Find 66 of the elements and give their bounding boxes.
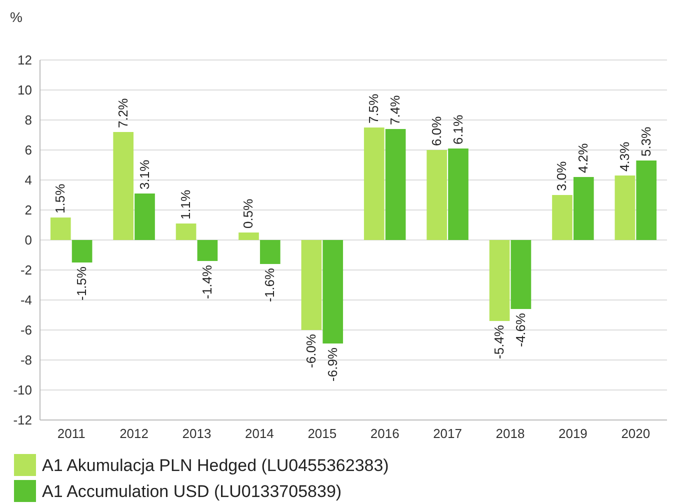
data-label: 3.1% <box>136 159 152 190</box>
x-tick-label: 2012 <box>120 426 149 441</box>
y-tick-label: 0 <box>24 232 32 248</box>
y-tick-label: 10 <box>18 82 32 98</box>
bar <box>426 150 448 240</box>
x-tick-label: 2011 <box>57 426 86 441</box>
legend-label: A1 Akumulacja PLN Hedged (LU0455362383) <box>42 456 389 475</box>
data-label: 6.1% <box>450 114 466 144</box>
bar <box>72 240 92 262</box>
x-tick-label: 2013 <box>182 426 212 441</box>
y-tick-label: -8 <box>20 352 32 368</box>
bar <box>364 128 384 240</box>
data-label: 4.2% <box>576 142 591 173</box>
bar <box>197 240 218 261</box>
data-label: 7.4% <box>388 94 403 125</box>
x-tick-label: 2019 <box>558 426 588 441</box>
data-label: 5.3% <box>638 126 654 156</box>
bar <box>134 194 155 240</box>
bar <box>301 240 322 330</box>
bar <box>614 176 636 240</box>
y-tick-label: -10 <box>13 382 32 398</box>
y-tick-label: 6 <box>24 142 32 158</box>
data-label: 3.0% <box>554 160 570 191</box>
data-label: -1.4% <box>199 264 214 299</box>
bar <box>573 177 594 240</box>
y-tick-label: 2 <box>24 202 32 218</box>
y-tick-label: -6 <box>20 322 32 338</box>
y-tick-label: 8 <box>24 112 32 128</box>
data-label: 4.3% <box>616 141 632 172</box>
bar <box>113 132 134 240</box>
y-axis-title: % <box>10 9 22 25</box>
y-tick-label: 12 <box>18 52 32 68</box>
bar <box>238 232 259 240</box>
y-tick-label: -12 <box>13 412 32 428</box>
bar <box>636 160 657 240</box>
y-tick-label: -4 <box>20 292 32 308</box>
data-label: -4.6% <box>512 312 528 347</box>
bar <box>260 240 280 264</box>
data-label: 7.5% <box>366 93 382 124</box>
bar <box>510 240 532 309</box>
bar <box>385 129 406 240</box>
data-label: 1.1% <box>178 189 194 220</box>
x-tick-label: 2014 <box>244 426 274 441</box>
x-tick-label: 2020 <box>621 426 650 441</box>
x-tick-label: 2016 <box>370 426 400 441</box>
data-label: 0.5% <box>240 198 256 228</box>
data-label: 6.0% <box>428 116 444 146</box>
data-label: -5.4% <box>492 324 507 359</box>
data-label: -6.0% <box>303 334 318 368</box>
bar <box>50 218 71 240</box>
bar <box>489 240 510 321</box>
x-tick-label: 2015 <box>308 426 337 441</box>
bar <box>552 195 572 240</box>
legend-label: A1 Accumulation USD (LU0133705839) <box>42 482 342 501</box>
data-label: -6.9% <box>324 347 340 382</box>
data-label: 1.5% <box>52 183 68 214</box>
data-label: 7.2% <box>115 98 130 128</box>
data-label: -1.5% <box>74 266 90 300</box>
y-tick-label: -2 <box>20 262 32 278</box>
bar <box>176 224 196 240</box>
x-tick-label: 2018 <box>496 426 525 441</box>
bar <box>322 240 344 344</box>
y-tick-label: 4 <box>24 172 32 188</box>
bar <box>448 148 468 240</box>
x-tick-label: 2017 <box>433 426 462 441</box>
data-label: -1.6% <box>262 268 278 302</box>
